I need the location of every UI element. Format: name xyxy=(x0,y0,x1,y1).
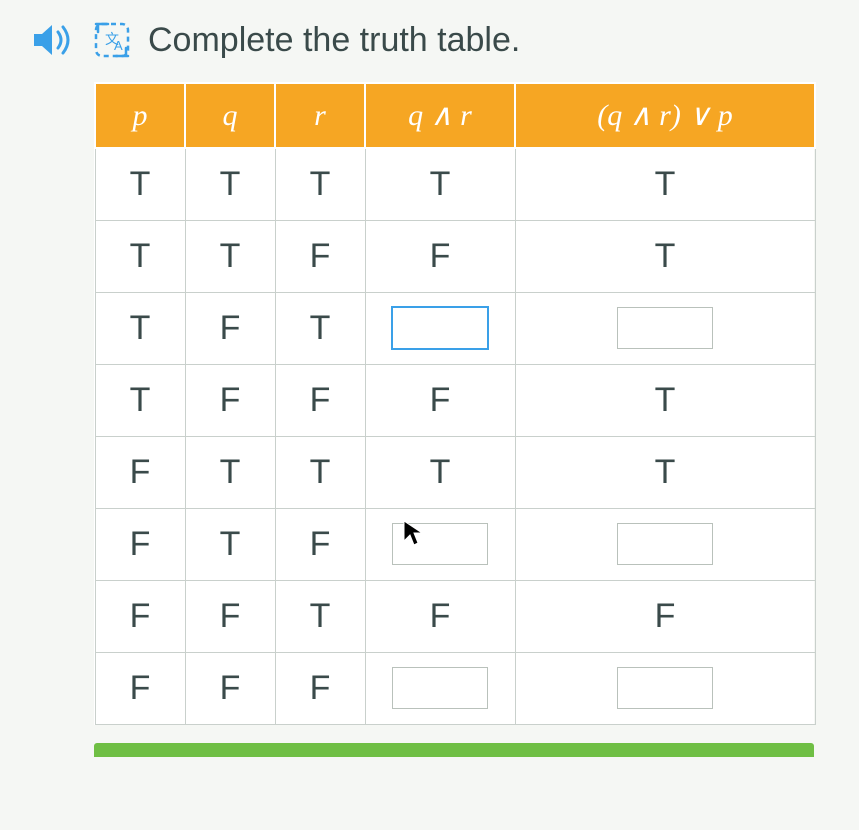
table-cell xyxy=(365,652,515,724)
prompt-text: Complete the truth table. xyxy=(148,21,520,60)
table-cell: F xyxy=(365,364,515,436)
column-header: q ∧ r xyxy=(365,83,515,148)
answer-input[interactable] xyxy=(392,523,488,565)
table-cell: F xyxy=(95,436,185,508)
column-header: q xyxy=(185,83,275,148)
table-cell xyxy=(515,652,815,724)
table-cell xyxy=(365,508,515,580)
table-cell: F xyxy=(275,364,365,436)
table-cell: F xyxy=(185,652,275,724)
table-cell: T xyxy=(515,220,815,292)
column-header: (q ∧ r) ∨ p xyxy=(515,83,815,148)
truth-table-container: pqrq ∧ r(q ∧ r) ∨ p TTTTTTTFFTTFTTFFFTFT… xyxy=(94,82,814,725)
table-cell: F xyxy=(185,580,275,652)
table-cell: T xyxy=(365,436,515,508)
speaker-icon[interactable] xyxy=(30,20,76,60)
table-cell: T xyxy=(515,436,815,508)
table-row: TFT xyxy=(95,292,815,364)
table-cell: F xyxy=(275,220,365,292)
table-cell: F xyxy=(185,364,275,436)
answer-input[interactable] xyxy=(617,307,713,349)
table-cell: T xyxy=(185,148,275,220)
table-cell xyxy=(515,508,815,580)
table-row: FFF xyxy=(95,652,815,724)
answer-input[interactable] xyxy=(392,667,488,709)
table-cell: F xyxy=(365,580,515,652)
table-cell: T xyxy=(95,364,185,436)
table-cell xyxy=(365,292,515,364)
table-row: FFTFF xyxy=(95,580,815,652)
table-row: FTF xyxy=(95,508,815,580)
table-cell: T xyxy=(275,148,365,220)
table-cell: T xyxy=(275,292,365,364)
table-cell: T xyxy=(275,580,365,652)
table-cell: T xyxy=(365,148,515,220)
table-row: TTTTT xyxy=(95,148,815,220)
table-cell: F xyxy=(185,292,275,364)
table-cell: T xyxy=(95,292,185,364)
table-cell: T xyxy=(275,436,365,508)
table-cell: F xyxy=(275,652,365,724)
translate-icon[interactable]: 文 A xyxy=(92,20,132,60)
table-cell: F xyxy=(95,580,185,652)
table-cell: F xyxy=(365,220,515,292)
table-cell: T xyxy=(185,220,275,292)
table-cell: T xyxy=(95,148,185,220)
table-cell: F xyxy=(515,580,815,652)
truth-table-body: TTTTTTTFFTTFTTFFFTFTTTTFTFFFTFFFFF xyxy=(95,148,815,724)
prompt-row: 文 A Complete the truth table. xyxy=(24,20,835,60)
truth-table: pqrq ∧ r(q ∧ r) ∨ p TTTTTTTFFTTFTTFFFTFT… xyxy=(94,82,816,725)
table-row: FTTTT xyxy=(95,436,815,508)
table-cell: T xyxy=(95,220,185,292)
table-cell: F xyxy=(95,652,185,724)
svg-text:A: A xyxy=(114,38,123,53)
column-header: r xyxy=(275,83,365,148)
table-row: TTFFT xyxy=(95,220,815,292)
truth-table-head: pqrq ∧ r(q ∧ r) ∨ p xyxy=(95,83,815,148)
table-cell: T xyxy=(515,364,815,436)
table-cell: T xyxy=(515,148,815,220)
table-cell: F xyxy=(95,508,185,580)
bottom-accent-strip xyxy=(94,743,814,757)
table-cell xyxy=(515,292,815,364)
table-cell: F xyxy=(275,508,365,580)
answer-input[interactable] xyxy=(617,523,713,565)
table-row: TFFFT xyxy=(95,364,815,436)
table-cell: T xyxy=(185,436,275,508)
column-header: p xyxy=(95,83,185,148)
answer-input[interactable] xyxy=(392,307,488,349)
answer-input[interactable] xyxy=(617,667,713,709)
table-cell: T xyxy=(185,508,275,580)
truth-table-header-row: pqrq ∧ r(q ∧ r) ∨ p xyxy=(95,83,815,148)
